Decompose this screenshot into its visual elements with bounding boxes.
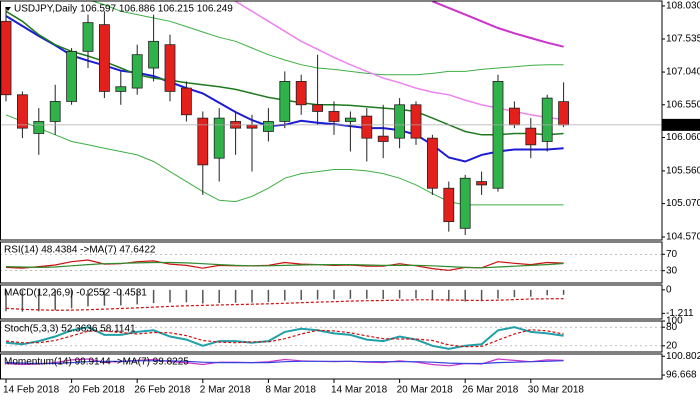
- indicator-line: [90, 1, 564, 76]
- chart-title: USDJPY,Daily 106.597 106.886 106.215 106…: [14, 4, 233, 15]
- indicator-title: MACD(12,26,9) -0.2552 -0.4531: [4, 288, 147, 299]
- panel: [5, 289, 565, 312]
- candle-body: [344, 117, 356, 122]
- panel: [0, 253, 662, 272]
- candle-body: [66, 50, 77, 102]
- indicator-line: [5, 114, 564, 206]
- candle-body: [49, 101, 61, 122]
- candle-body: [99, 24, 110, 92]
- candle-body: [0, 20, 12, 96]
- candle-body: [82, 22, 94, 52]
- candle-body: [262, 121, 274, 132]
- panel-frame: [0, 320, 663, 353]
- x-tick-label: 26 Feb 2018: [134, 385, 191, 396]
- indicator-line: [5, 360, 564, 365]
- candle-body: [541, 97, 553, 142]
- indicator-line: [5, 329, 564, 348]
- candle-body: [377, 135, 389, 142]
- x-tick-label: 30 Mar 2018: [528, 385, 585, 396]
- x-tick-label: 14 Feb 2018: [3, 385, 60, 396]
- candle-body: [426, 137, 438, 189]
- candle-body: [33, 121, 45, 134]
- x-tick-label: 20 Feb 2018: [69, 385, 126, 396]
- candle-body: [459, 177, 471, 229]
- candle-body: [443, 187, 455, 223]
- candle-body: [476, 181, 488, 186]
- x-tick-label: 26 Mar 2018: [462, 385, 519, 396]
- candle-body: [410, 104, 422, 139]
- y-tick-label: -1.211: [666, 308, 694, 319]
- y-tick-label: 107.535: [666, 34, 700, 45]
- y-tick-label: 30: [666, 265, 678, 276]
- candle-body: [558, 101, 569, 126]
- candle-body: [131, 54, 143, 89]
- indicator-line: [5, 326, 564, 350]
- panel-frame: [0, 284, 663, 320]
- panel-frame: [0, 353, 663, 380]
- candle-body: [16, 94, 28, 129]
- y-tick-label: 107.040: [666, 67, 700, 78]
- y-tick-label: 106.060: [666, 132, 700, 143]
- x-tick-label: 8 Mar 2018: [265, 385, 316, 396]
- x-tick-label: 14 Mar 2018: [331, 385, 388, 396]
- y-tick-label: 108.030: [666, 1, 700, 12]
- y-tick-label: 70: [666, 249, 678, 260]
- indicator-line: [233, 1, 564, 121]
- panel-frame: [0, 0, 663, 241]
- candle-body: [164, 44, 176, 92]
- symbol-arrow: [5, 7, 11, 11]
- indicator-line: [5, 298, 564, 311]
- candle-body: [394, 104, 406, 139]
- candle-body: [115, 86, 127, 92]
- candle-body: [525, 127, 537, 146]
- y-tick-label: 105.560: [666, 166, 700, 177]
- candle-body: [279, 81, 291, 122]
- candle-body: [180, 87, 192, 116]
- indicator-title: RSI(14) 48.4384 ->MA(7) 47.6422: [4, 245, 156, 256]
- indicator-line: [432, 1, 564, 48]
- x-tick-label: 2 Mar 2018: [200, 385, 251, 396]
- y-tick-label: 106.550: [666, 99, 700, 110]
- candle-body: [295, 81, 307, 106]
- indicator-title: Momentum(14) 99.9144 ->MA(7) 99.8225: [4, 357, 189, 368]
- last-price-box: [662, 118, 700, 131]
- last-price-label: 106.249: [666, 120, 700, 131]
- y-tick-label: 100: [666, 316, 683, 327]
- panel-frame: [0, 241, 663, 284]
- y-tick-label: 104.570: [666, 232, 700, 243]
- candle-body: [508, 107, 520, 126]
- candle-body: [246, 124, 258, 129]
- candle-body: [361, 115, 373, 139]
- x-tick-label: 20 Mar 2018: [397, 385, 454, 396]
- y-tick-label: 96.668: [666, 370, 697, 381]
- candle-body: [328, 111, 340, 122]
- panel: [0, 321, 662, 350]
- y-tick-label: 105.070: [666, 198, 700, 209]
- candle-body: [492, 81, 504, 189]
- candle-body: [312, 104, 324, 112]
- candle-body: [148, 40, 160, 69]
- y-tick-label: 20: [666, 340, 678, 351]
- y-tick-label: 80: [666, 322, 678, 333]
- candle-body: [197, 117, 209, 166]
- indicator-title: Stoch(5,3,3) 52.3636 58.1141: [4, 324, 136, 335]
- y-tick-label: 0: [666, 284, 672, 295]
- panel: [0, 1, 662, 235]
- panel: [5, 358, 564, 367]
- candle-body: [213, 117, 225, 159]
- indicator-line: [5, 261, 564, 269]
